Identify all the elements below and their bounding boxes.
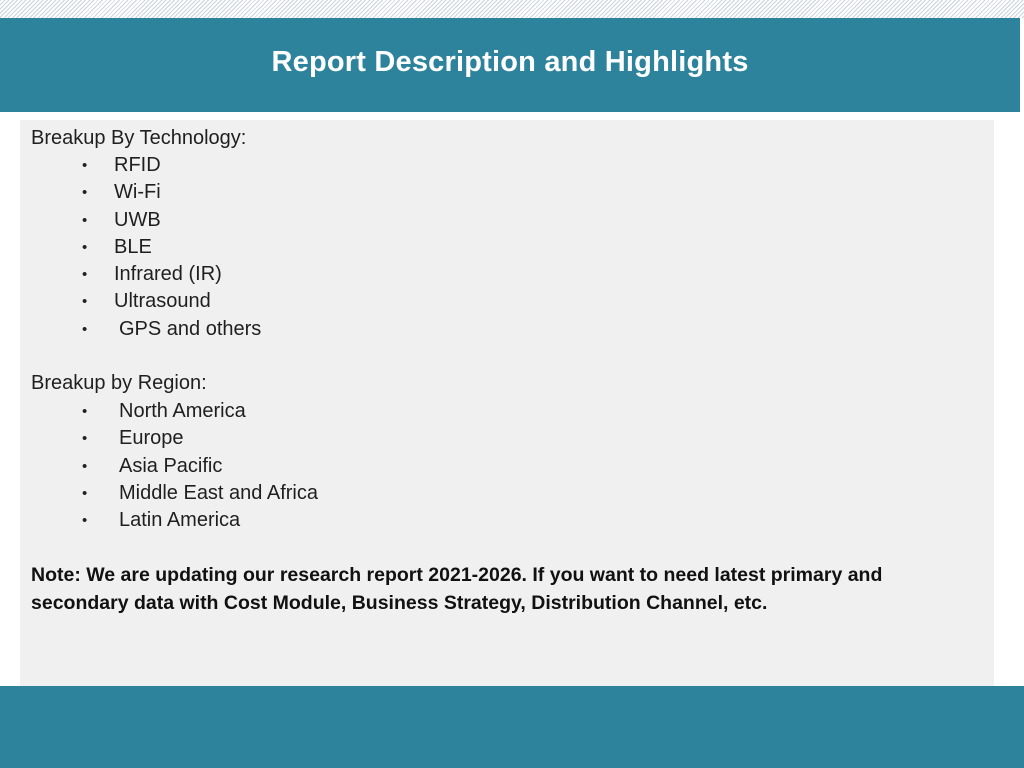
content-panel: Breakup By Technology: • RFID • Wi-Fi • UWB… bbox=[20, 120, 994, 686]
update-note: Note: We are updating our research repor… bbox=[31, 564, 883, 614]
header-bar: Report Description and Highlights bbox=[0, 18, 1020, 112]
bullet-icon: • bbox=[82, 238, 88, 256]
bullet-icon: • bbox=[82, 403, 88, 420]
bullet-icon: • bbox=[82, 484, 88, 502]
bullet-icon: • bbox=[82, 211, 88, 229]
decorative-hatch-strip bbox=[0, 0, 1024, 18]
bullet-icon: • bbox=[82, 184, 88, 202]
bullet-icon: • bbox=[82, 512, 88, 530]
region-heading: Breakup by Region: bbox=[31, 372, 207, 394]
bullet-icon: • bbox=[82, 293, 88, 311]
bullet-icon: • bbox=[82, 266, 88, 284]
page-title: Report Description and Highlights bbox=[271, 45, 749, 78]
technology-heading: Breakup By Technology: bbox=[31, 127, 247, 149]
bullet-icon: • bbox=[82, 457, 88, 475]
bullet-icon: • bbox=[82, 320, 88, 338]
bullet-icon: • bbox=[82, 430, 88, 448]
bullet-icon: • bbox=[82, 157, 88, 174]
footer-bar bbox=[0, 686, 1024, 768]
